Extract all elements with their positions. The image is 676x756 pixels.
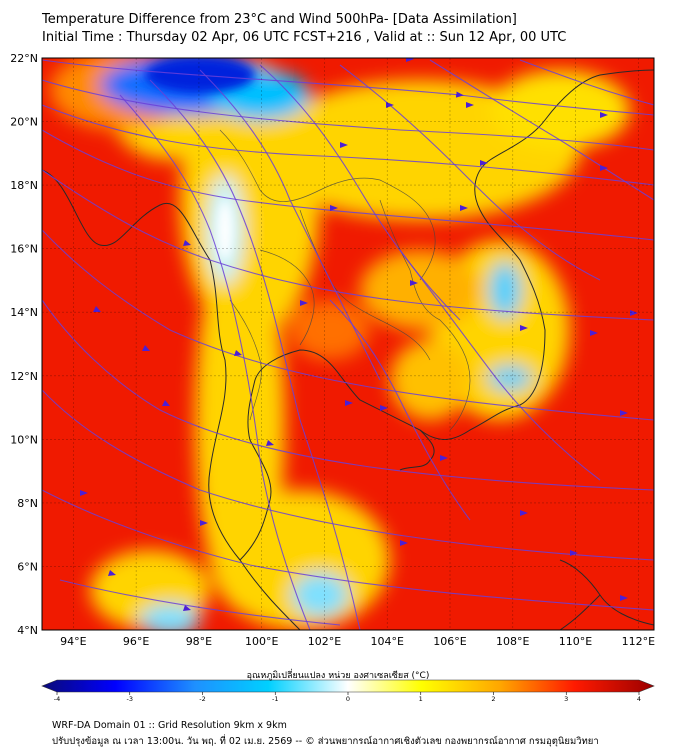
latitude-label: 22°N xyxy=(10,52,38,65)
graticule xyxy=(42,58,654,630)
latitude-label: 16°N xyxy=(10,243,38,256)
latitude-label: 14°N xyxy=(10,306,38,319)
latitude-label: 4°N xyxy=(17,624,38,637)
longitude-label: 112°E xyxy=(622,635,655,648)
colorbar-ticks: -4 -3 -2 -1 0 1 2 3 4 xyxy=(54,692,641,703)
longitude-label: 110°E xyxy=(559,635,592,648)
map-title: Temperature Difference from 23°C and Win… xyxy=(42,12,517,27)
longitude-label: 94°E xyxy=(60,635,86,648)
colorbar-tick-label: 1 xyxy=(419,695,423,703)
latitude-label: 12°N xyxy=(10,370,38,383)
footer-grid-info: WRF-DA Domain 01 :: Grid Resolution 9km … xyxy=(52,720,287,731)
colorbar-tick-label: 2 xyxy=(491,695,495,703)
latitude-label: 8°N xyxy=(17,497,38,510)
longitude-label: 98°E xyxy=(186,635,212,648)
latitude-label: 18°N xyxy=(10,179,38,192)
longitude-label: 96°E xyxy=(123,635,149,648)
colorbar-tick-label: -4 xyxy=(54,695,60,703)
longitude-label: 106°E xyxy=(433,635,466,648)
colorbar-label: อุณหภูมิเปลี่ยนแปลง หน่วย องศาเซลเซียส (… xyxy=(246,671,430,681)
colorbar-tick-label: 3 xyxy=(564,695,568,703)
colorbar-tick-label: -1 xyxy=(272,695,278,703)
latitude-label: 20°N xyxy=(10,116,38,129)
longitude-label: 100°E xyxy=(245,635,278,648)
plot-area xyxy=(42,58,654,630)
wind-arrows xyxy=(80,58,638,611)
map-subtitle: Initial Time : Thursday 02 Apr, 06 UTC F… xyxy=(42,30,567,45)
latitude-label: 10°N xyxy=(10,433,38,446)
colorbar-tick-label: 0 xyxy=(346,695,350,703)
coastlines xyxy=(42,69,654,630)
latitude-label: 6°N xyxy=(17,560,38,573)
longitude-label: 104°E xyxy=(371,635,404,648)
longitude-label: 102°E xyxy=(308,635,341,648)
temperature-field xyxy=(50,58,630,630)
admin-borders xyxy=(219,129,471,431)
plot-frame xyxy=(41,57,655,631)
longitude-axis: 94°E 96°E 98°E 100°E 102°E 104°E 106°E 108°E 110… xyxy=(60,635,655,648)
colorbar-tick-label: -3 xyxy=(127,695,133,703)
latitude-axis: 22°N 20°N 18°N 16°N 14°N 12°N 10°N 8°N 6°N 4°N xyxy=(10,52,38,637)
footer-credit: ปรับปรุงข้อมูล ณ เวลา 13:00น. วัน พฤ. ที… xyxy=(52,736,599,747)
wind-streamlines xyxy=(42,59,654,630)
colorbar-tick-label: -2 xyxy=(199,695,205,703)
colorbar-tick-label: 4 xyxy=(637,695,641,703)
longitude-label: 108°E xyxy=(496,635,529,648)
